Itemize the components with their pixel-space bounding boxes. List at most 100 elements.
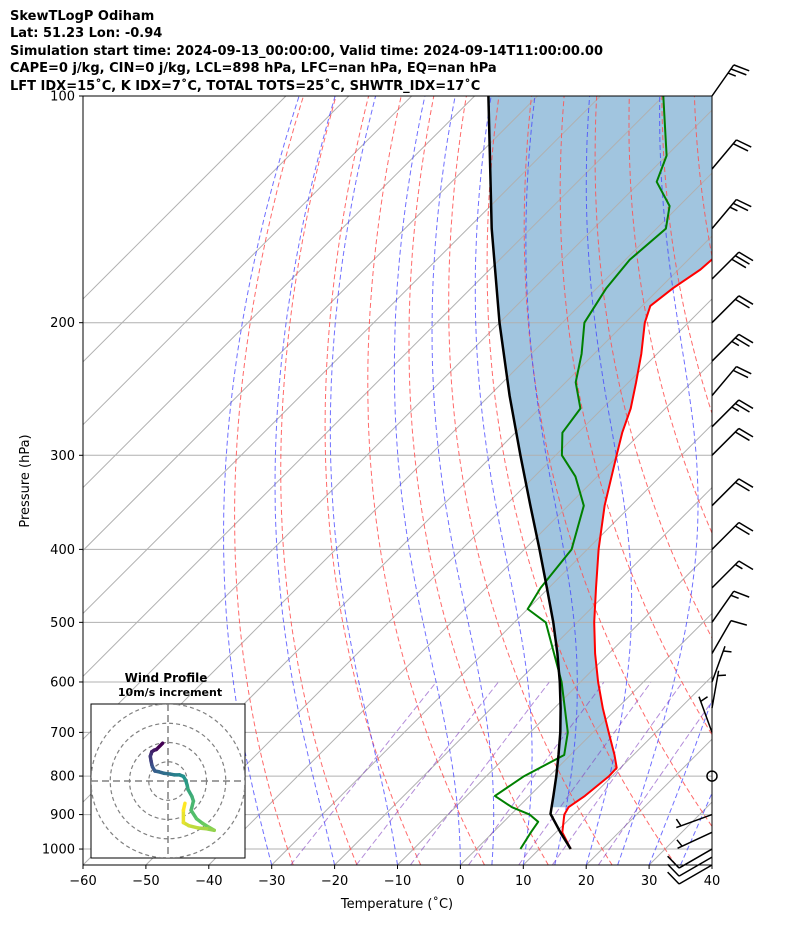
wind-barb bbox=[711, 427, 754, 456]
wind-barb-half-flag bbox=[730, 594, 739, 599]
wind-barb-flag bbox=[733, 590, 750, 598]
wind-barb-staff bbox=[711, 333, 740, 362]
wind-barb-flag bbox=[734, 481, 750, 492]
hodograph-subtitle: 10m/s increment bbox=[118, 686, 222, 699]
isotherm-line bbox=[83, 96, 664, 678]
wind-barb-flag bbox=[734, 402, 750, 413]
moist-adiabat bbox=[393, 96, 461, 865]
wind-barb-flag bbox=[734, 298, 750, 309]
wind-barb-half-flag bbox=[717, 674, 727, 677]
moist-adiabat bbox=[648, 698, 712, 865]
moist-adiabat bbox=[680, 791, 712, 865]
wind-barb-flag bbox=[667, 871, 680, 885]
isotherm-line bbox=[145, 298, 712, 865]
wind-barb-half-flag bbox=[729, 206, 738, 212]
wind-barb-flag bbox=[736, 198, 752, 208]
wind-barb bbox=[711, 521, 754, 550]
temperature-line bbox=[561, 258, 712, 850]
parcel-line bbox=[487, 96, 572, 850]
x-tick-label: −10 bbox=[384, 874, 411, 889]
isotherm-line bbox=[522, 675, 712, 865]
wind-barb-staff bbox=[711, 366, 738, 397]
wind-barb bbox=[711, 365, 752, 397]
dry-adiabat bbox=[234, 96, 304, 865]
wind-barb-half-flag bbox=[723, 650, 732, 653]
wind-barb-flag bbox=[734, 525, 750, 536]
wind-barb-flag bbox=[734, 255, 750, 265]
wind-barb-half-flag bbox=[731, 406, 740, 412]
wind-barb-staff bbox=[676, 813, 713, 829]
mixing-ratio-line bbox=[290, 682, 437, 865]
wind-barb-flag bbox=[738, 521, 754, 532]
mixing-ratio-line bbox=[518, 682, 652, 865]
wind-barb-flag bbox=[730, 619, 748, 626]
y-tick-label: 400 bbox=[50, 543, 75, 558]
wind-barb-flag bbox=[734, 431, 750, 442]
wind-barb-staff bbox=[678, 856, 713, 877]
x-axis-label: Temperature (˚C) bbox=[340, 896, 453, 912]
wind-barb bbox=[667, 864, 713, 885]
isotherm-line bbox=[334, 486, 712, 865]
x-tick-label: 30 bbox=[641, 874, 658, 889]
moist-adiabat bbox=[585, 96, 633, 865]
dry-adiabat bbox=[661, 96, 712, 415]
wind-barb bbox=[711, 333, 754, 362]
wind-barb bbox=[667, 856, 713, 877]
wind-barb-staff bbox=[711, 295, 740, 324]
x-tick-label: 20 bbox=[578, 874, 595, 889]
x-tick-label: −30 bbox=[258, 874, 285, 889]
y-tick-label: 800 bbox=[50, 770, 75, 785]
dry-adiabat bbox=[280, 96, 358, 865]
wind-barb-flag bbox=[738, 478, 754, 488]
mixing-ratio-line bbox=[410, 682, 550, 865]
x-tick-label: 10 bbox=[515, 874, 532, 889]
wind-barb bbox=[711, 670, 727, 709]
wind-barb-staff bbox=[711, 590, 735, 623]
moist-adiabat bbox=[329, 96, 398, 865]
isotherm-line bbox=[83, 109, 712, 740]
x-tick-label: −60 bbox=[69, 874, 96, 889]
wind-barb-staff bbox=[711, 670, 720, 709]
dry-adiabat bbox=[693, 96, 712, 259]
wind-barb-staff bbox=[711, 64, 735, 97]
time-line: Simulation start time: 2024-09-13_00:00:… bbox=[10, 43, 603, 59]
y-tick-label: 700 bbox=[50, 726, 75, 741]
params-line-1: CAPE=0 j/kg, CIN=0 j/kg, LCL=898 hPa, LF… bbox=[10, 61, 497, 77]
wind-barb bbox=[711, 478, 754, 507]
isotherm-line bbox=[83, 96, 475, 489]
wind-barb bbox=[711, 619, 748, 654]
dry-adiabat bbox=[408, 96, 549, 865]
wind-barb bbox=[711, 646, 732, 683]
wind-barb-staff bbox=[698, 696, 713, 733]
x-tick-label: −20 bbox=[321, 874, 348, 889]
chart-title: SkewTLogP Odiham bbox=[10, 9, 155, 24]
wind-barb-flag bbox=[732, 369, 749, 379]
wind-barb-staff bbox=[711, 560, 740, 589]
dry-adiabat bbox=[448, 96, 613, 865]
isotherm-line bbox=[271, 423, 712, 865]
wind-barb-staff bbox=[711, 478, 740, 507]
isotherm-line bbox=[83, 96, 538, 552]
isotherm-line bbox=[83, 96, 601, 615]
mixing-ratio-line bbox=[597, 700, 712, 865]
wind-barb-flag bbox=[738, 560, 754, 571]
isotherm-line bbox=[397, 549, 712, 865]
wind-barb-flag bbox=[734, 337, 750, 348]
wind-barb bbox=[711, 295, 754, 324]
wind-barb-half-flag bbox=[734, 563, 743, 570]
wind-barb-staff bbox=[677, 831, 713, 850]
y-tick-label: 900 bbox=[50, 808, 75, 823]
wind-barb bbox=[711, 64, 750, 97]
y-tick-label: 600 bbox=[50, 675, 75, 690]
wind-barb-staff bbox=[711, 646, 726, 683]
wind-barb bbox=[711, 251, 754, 280]
wind-barb-staff bbox=[711, 399, 740, 428]
wind-barb-half-flag bbox=[700, 696, 708, 703]
wind-barb-flag bbox=[736, 365, 752, 375]
isotherm-line bbox=[83, 96, 287, 300]
wind-barb-staff bbox=[711, 427, 740, 456]
wind-barb bbox=[711, 560, 754, 589]
wind-barb-flag bbox=[736, 139, 752, 148]
wind-barb bbox=[698, 696, 713, 733]
